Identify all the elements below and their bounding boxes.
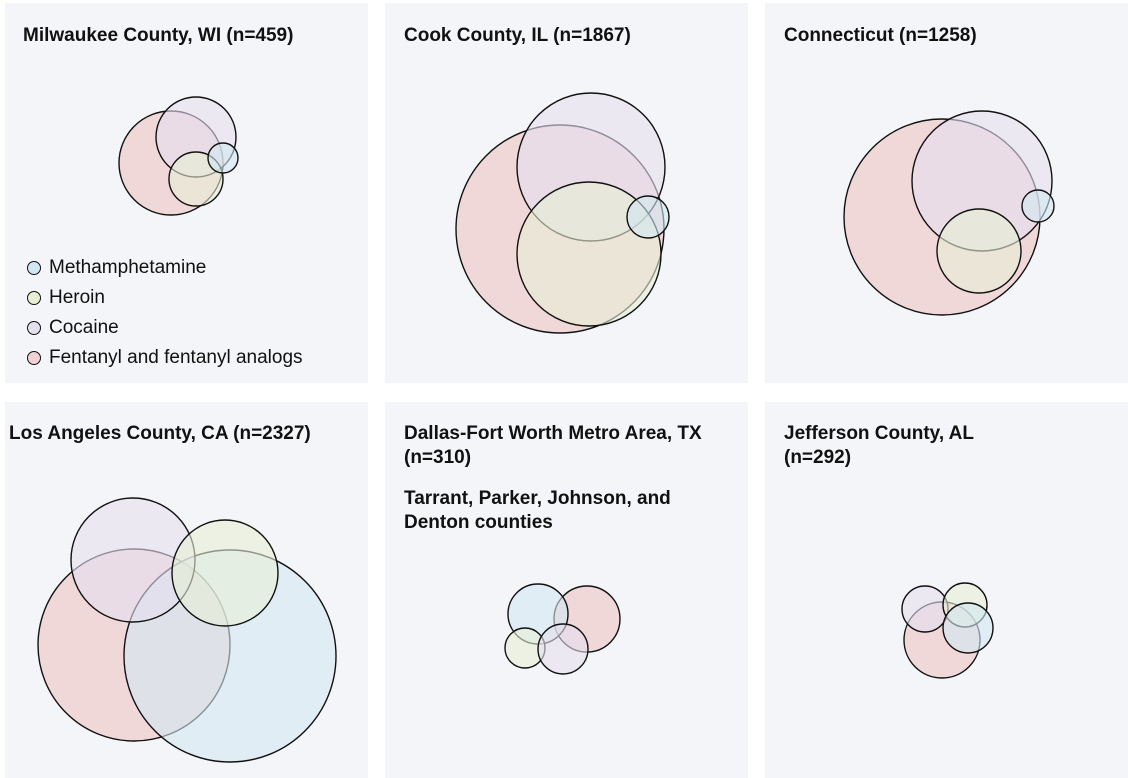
panel-title: Los Angeles County, CA (n=2327) [9,423,311,444]
panel-jefferson-county: Jefferson County, AL (n=292) [765,402,1128,778]
circle-heroin [936,208,1022,294]
panel-dallas-fort-worth: Dallas-Fort Worth Metro Area, TX (n=310)… [385,402,748,778]
legend: Methamphetamine Heroin Cocaine Fentanyl … [27,253,303,373]
panel-title: Cook County, IL (n=1867) [404,25,631,46]
circle-methamphetamine [1021,189,1055,223]
circle-methamphetamine [942,602,994,654]
legend-item-fentanyl: Fentanyl and fentanyl analogs [27,343,303,373]
venn-los-angeles [37,497,337,763]
panel-cook-county: Cook County, IL (n=1867) [385,3,748,383]
venn-jefferson-county [901,582,994,679]
fentanyl-swatch-icon [27,351,41,365]
panel-title: Jefferson County, AL (n=292) [784,423,974,468]
legend-item-cocaine: Cocaine [27,313,303,343]
methamphetamine-swatch-icon [27,261,41,275]
venn-cook-county [455,92,670,334]
legend-item-methamphetamine: Methamphetamine [27,253,303,283]
legend-label: Fentanyl and fentanyl analogs [49,347,303,368]
circle-heroin [171,519,279,627]
venn-connecticut [843,110,1055,316]
heroin-swatch-icon [27,291,41,305]
legend-label: Methamphetamine [49,257,207,278]
circle-heroin [516,181,662,327]
legend-label: Cocaine [49,317,119,338]
panel-title: Connecticut (n=1258) [784,25,977,46]
legend-item-heroin: Heroin [27,283,303,313]
panel-title: Dallas-Fort Worth Metro Area, TX (n=310) [404,423,702,468]
cocaine-swatch-icon [27,321,41,335]
circle-methamphetamine [626,195,670,239]
circle-cocaine [537,623,589,675]
circle-cocaine [901,585,949,633]
legend-label: Heroin [49,287,105,308]
venn-dallas-fort-worth [504,583,621,675]
panel-subtitle: Tarrant, Parker, Johnson, and Denton cou… [404,488,671,533]
panel-connecticut: Connecticut (n=1258) [765,3,1128,383]
panel-los-angeles: Los Angeles County, CA (n=2327) [5,402,368,778]
venn-milwaukee [118,96,239,216]
panel-title: Milwaukee County, WI (n=459) [23,25,294,46]
circle-methamphetamine [207,142,239,174]
panel-milwaukee: Milwaukee County, WI (n=459) Methampheta… [5,3,368,383]
